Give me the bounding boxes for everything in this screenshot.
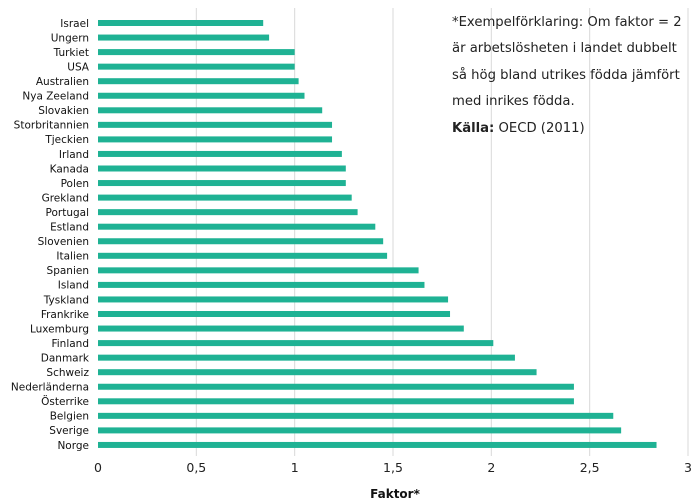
bar [98, 150, 342, 157]
category-label: Finland [51, 338, 89, 350]
bar [98, 398, 574, 405]
category-label: Slovenien [38, 236, 89, 248]
category-label: Australien [36, 76, 89, 88]
category-label: Kanada [50, 163, 89, 175]
bar [98, 63, 295, 70]
bar [98, 281, 425, 288]
category-label: Slovakien [38, 105, 89, 117]
category-label: Island [58, 280, 89, 292]
category-label: Estland [50, 222, 89, 234]
bar [98, 311, 451, 317]
bar [98, 209, 358, 216]
bar [98, 223, 376, 230]
source-label: Källa: [452, 120, 495, 136]
category-label: Italien [56, 251, 89, 263]
bar [98, 369, 537, 376]
bar [98, 180, 346, 187]
bar [98, 20, 264, 26]
category-label: Grekland [42, 192, 89, 204]
bar [98, 325, 464, 332]
bar [98, 121, 333, 128]
x-tick-label: 2 [487, 460, 495, 475]
bar [98, 383, 574, 390]
x-tick-label: 2,5 [580, 460, 600, 475]
category-label: Nya Zeeland [22, 91, 89, 103]
category-label: Schweiz [46, 367, 89, 379]
bar [98, 78, 299, 85]
x-tick-label: 3 [684, 460, 692, 475]
category-label: Storbritannien [14, 120, 89, 132]
category-label: Tyskland [43, 294, 89, 306]
bar [98, 296, 449, 303]
category-label: Frankrike [41, 309, 89, 321]
category-label: Nederländerna [11, 382, 89, 394]
category-label: Sverige [49, 425, 89, 437]
category-label: Portugal [46, 207, 90, 219]
bar [98, 252, 388, 259]
category-labels: Israel Ungern Turkiet USA Australien Nya Zeel… [11, 18, 90, 452]
bar [98, 34, 270, 41]
bars [98, 20, 657, 448]
bar [98, 165, 346, 172]
bar [98, 267, 419, 274]
x-tick-labels: 0 0,5 1 1,5 2 2,5 3 [94, 460, 692, 475]
bar [98, 107, 323, 114]
bar [98, 354, 515, 361]
category-label: Irland [59, 149, 89, 161]
bar [98, 427, 622, 434]
category-label: Österrike [41, 395, 89, 408]
x-tick-label: 1,5 [383, 460, 403, 475]
bar [98, 194, 352, 201]
x-tick-label: 0 [94, 460, 102, 475]
category-label: Tjeckien [44, 134, 89, 146]
category-label: USA [67, 61, 90, 73]
bar [98, 238, 384, 245]
category-label: Belgien [50, 411, 89, 423]
x-axis-title: Faktor* [370, 487, 420, 501]
category-label: Israel [60, 18, 89, 30]
bar [98, 441, 657, 448]
bar [98, 340, 494, 347]
category-label: Ungern [51, 32, 89, 44]
explanation-note: *Exempelförklaring: Om faktor = 2 är arb… [452, 10, 688, 142]
category-label: Norge [57, 440, 89, 452]
category-label: Polen [61, 178, 89, 190]
source-text: OECD (2011) [494, 120, 585, 136]
category-label: Spanien [47, 265, 89, 277]
category-label: Danmark [41, 352, 90, 364]
x-tick-label: 1 [291, 460, 299, 475]
bar [98, 49, 295, 56]
bar [98, 412, 614, 419]
category-label: Turkiet [53, 47, 89, 59]
bar [98, 92, 305, 99]
note-text: *Exempelförklaring: Om faktor = 2 är arb… [452, 15, 682, 110]
category-label: Luxemburg [30, 323, 89, 335]
x-tick-label: 0,5 [186, 460, 206, 475]
bar [98, 136, 333, 143]
